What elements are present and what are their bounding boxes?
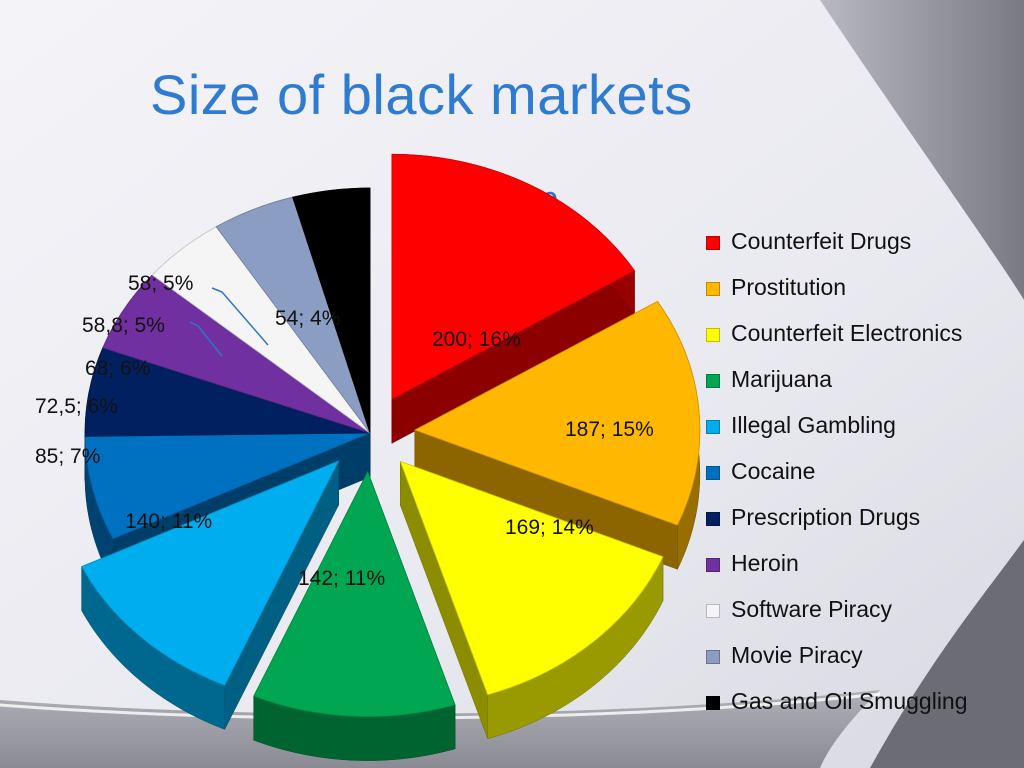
data-label-counterfeit-electronics: 169; 14% xyxy=(505,516,594,539)
leader-line-movie-piracy xyxy=(211,287,269,346)
pie-slice-counterfeit-electronics xyxy=(399,460,664,696)
pie-slice-marijuana xyxy=(253,470,456,717)
legend-item-prostitution: Prostitution xyxy=(706,274,968,320)
data-label-software-piracy: 58,8; 5% xyxy=(82,314,165,337)
legend-item-software-piracy: Software Piracy xyxy=(706,596,968,642)
chart-legend: Counterfeit Drugs Prostitution Counterfeit… xyxy=(706,228,968,734)
legend-swatch xyxy=(706,328,720,342)
legend-label: Counterfeit Electronics xyxy=(731,320,963,346)
legend-swatch xyxy=(706,420,720,434)
legend-item-gas-and-oil-smuggling: Gas and Oil Smuggling xyxy=(706,688,968,734)
pie-tops xyxy=(81,153,701,717)
data-label-prescription-drugs: 72,5; 6% xyxy=(35,395,118,418)
pie-slice-gas-and-oil-smuggling xyxy=(292,187,371,434)
data-label-prostitution: 187; 15% xyxy=(565,418,654,441)
data-label-heroin: 68; 6% xyxy=(85,357,150,380)
legend-label: Prescription Drugs xyxy=(731,504,921,530)
pie-data-labels: 200; 16% 187; 15% 169; 14% 142; 11% 140; 11%… xyxy=(35,272,654,590)
data-label-counterfeit-drugs: 200; 16% xyxy=(432,328,521,351)
legend-label: Gas and Oil Smuggling xyxy=(731,688,968,714)
legend-label: Heroin xyxy=(731,550,799,576)
legend-swatch xyxy=(706,558,720,572)
legend-swatch xyxy=(706,282,720,296)
legend-swatch xyxy=(706,466,720,480)
pie-slice-prostitution xyxy=(413,300,701,526)
legend-item-counterfeit-drugs: Counterfeit Drugs xyxy=(706,228,968,274)
leader-line-software-piracy xyxy=(189,321,223,357)
legend-item-cocaine: Cocaine xyxy=(706,458,968,504)
legend-swatch xyxy=(706,696,720,710)
legend-swatch xyxy=(706,604,720,618)
legend-label: Prostitution xyxy=(731,274,847,300)
pie-slice-illegal-gambling xyxy=(81,460,340,686)
legend-swatch xyxy=(706,512,720,526)
bg-right-swoosh-lower xyxy=(870,540,1024,768)
legend-label: Marijuana xyxy=(731,366,832,392)
legend-item-marijuana: Marijuana xyxy=(706,366,968,412)
legend-swatch xyxy=(706,650,720,664)
data-label-gas-and-oil-smuggling: 54; 4% xyxy=(275,307,340,330)
legend-item-counterfeit-electronics: Counterfeit Electronics xyxy=(706,320,968,366)
data-label-marijuana: 142; 11% xyxy=(298,567,385,590)
data-label-illegal-gambling: 140; 11% xyxy=(125,510,212,533)
legend-label: Illegal Gambling xyxy=(731,412,896,438)
legend-label: Cocaine xyxy=(731,458,816,484)
slide-title: Size of black markets xyxy=(150,63,693,126)
legend-item-heroin: Heroin xyxy=(706,550,968,596)
legend-label: Counterfeit Drugs xyxy=(731,228,912,254)
legend-label: Software Piracy xyxy=(731,596,893,622)
legend-item-illegal-gambling: Illegal Gambling xyxy=(706,412,968,458)
legend-swatch xyxy=(706,374,720,388)
pie-slice-cocaine xyxy=(84,432,371,540)
legend-swatch xyxy=(706,236,720,250)
data-label-cocaine: 85; 7% xyxy=(35,445,100,468)
pie-slice-counterfeit-drugs xyxy=(391,153,636,400)
legend-item-prescription-drugs: Prescription Drugs xyxy=(706,504,968,550)
legend-label: Movie Piracy xyxy=(731,642,863,668)
data-label-movie-piracy: 58; 5% xyxy=(128,272,193,295)
legend-item-movie-piracy: Movie Piracy xyxy=(706,642,968,688)
bg-right-swoosh xyxy=(820,0,1024,300)
